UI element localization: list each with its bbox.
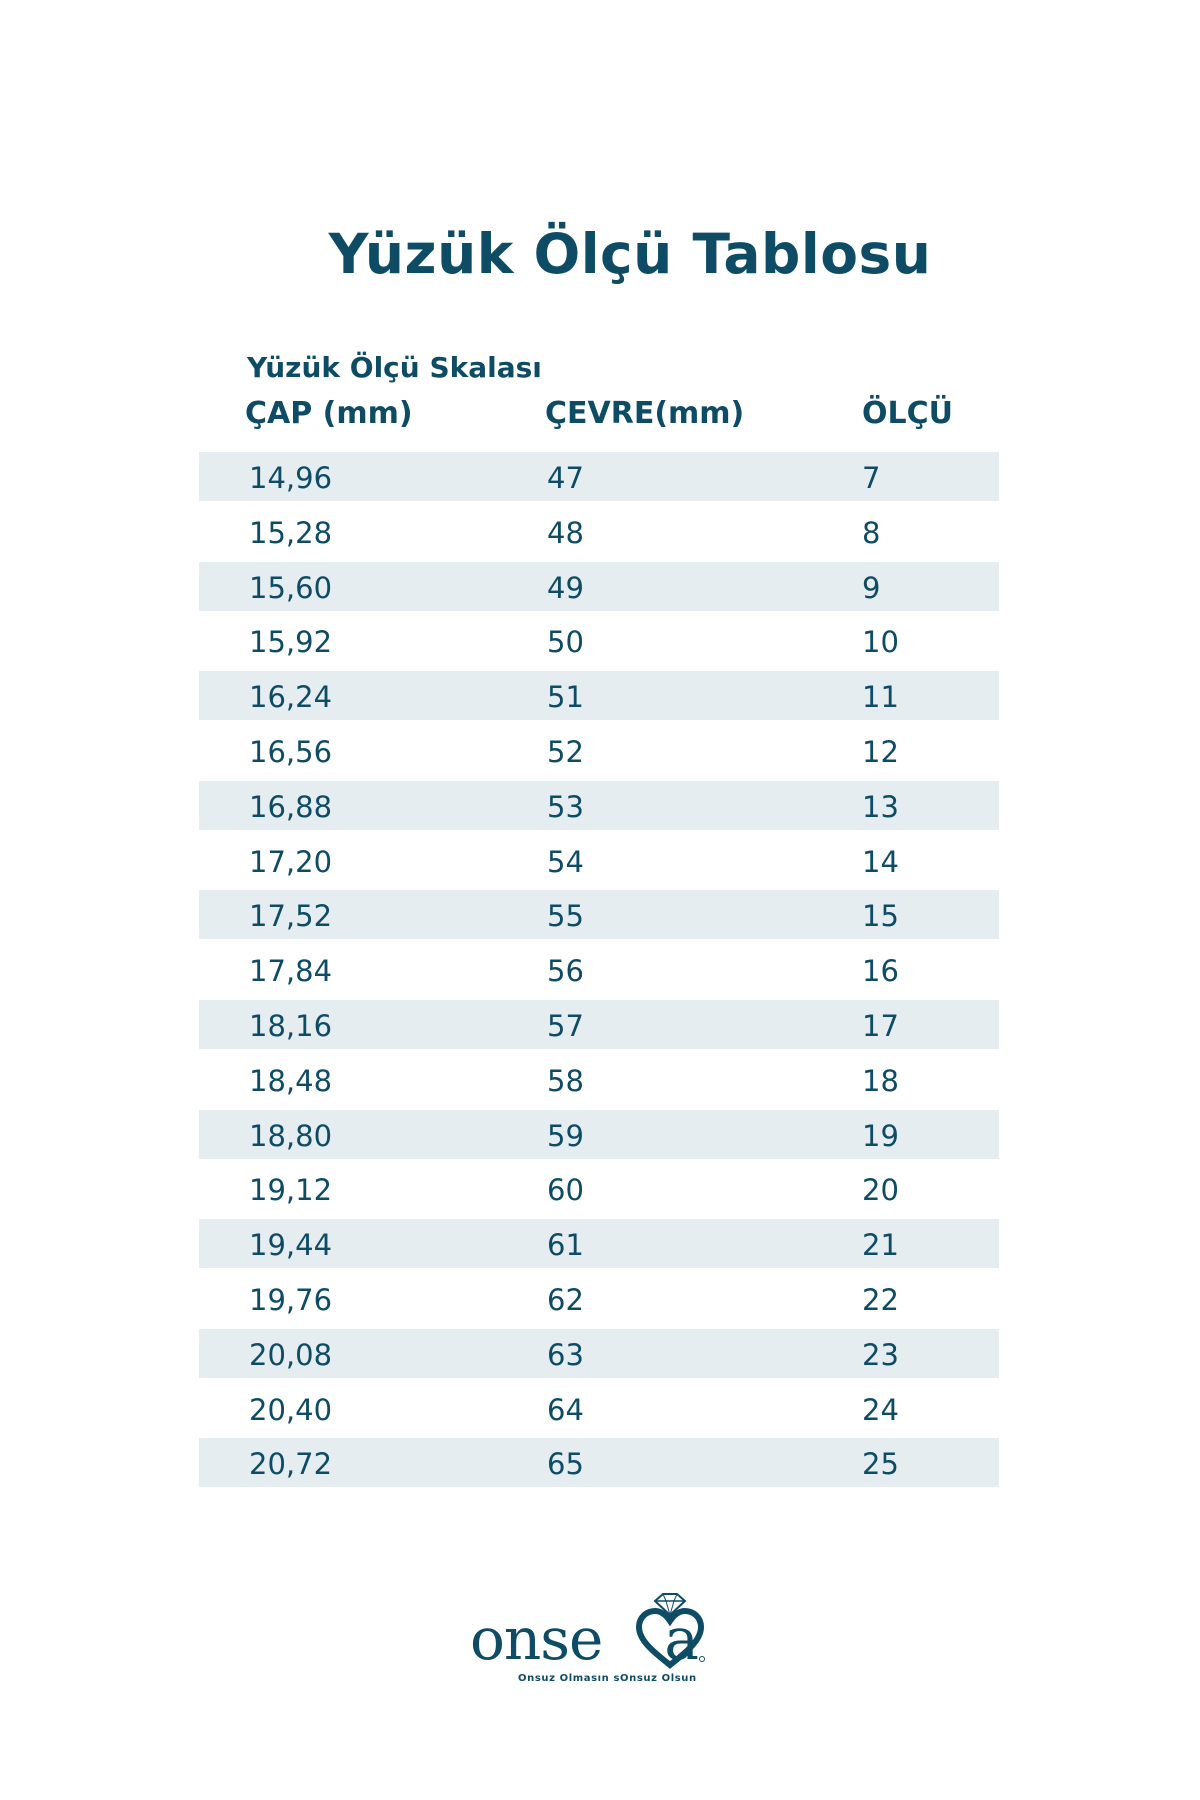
olcu-cell: 13 [862, 789, 899, 824]
olcu-cell: 10 [862, 625, 899, 660]
olcu-cell: 23 [862, 1337, 899, 1372]
olcu-cell: 17 [862, 1008, 899, 1043]
olcu-cell: 15 [862, 899, 899, 934]
olcu-cell: 8 [862, 515, 881, 550]
table-row: 16,24 51 11 [199, 669, 999, 724]
cevre-cell: 62 [547, 1282, 584, 1317]
table-row: 20,72 65 25 [199, 1436, 999, 1491]
cap-cell: 20,40 [249, 1392, 333, 1427]
cap-cell: 18,16 [249, 1008, 333, 1043]
cevre-cell: 60 [547, 1173, 584, 1208]
cevre-cell: 64 [547, 1392, 584, 1427]
cap-cell: 20,08 [249, 1337, 333, 1372]
table-row: 18,48 58 18 [199, 1053, 999, 1108]
table-row: 17,84 56 16 [199, 943, 999, 998]
olcu-cell: 18 [862, 1063, 899, 1098]
olcu-cell: 24 [862, 1392, 899, 1427]
table-row: 16,56 52 12 [199, 724, 999, 779]
table-row: 15,60 49 9 [199, 560, 999, 615]
cap-cell: 17,20 [249, 844, 333, 879]
olcu-cell: 7 [862, 461, 881, 495]
cevre-cell: 55 [547, 899, 584, 934]
cevre-cell: 63 [547, 1337, 584, 1372]
column-header-olcu: ÖLÇÜ [862, 396, 953, 431]
table-row: 20,40 64 24 [199, 1382, 999, 1437]
cap-cell: 20,72 [249, 1447, 333, 1482]
cevre-cell: 53 [547, 789, 584, 824]
chart-subtitle: Yüzük Ölçü Skalası [247, 351, 542, 384]
cap-cell: 17,52 [249, 899, 333, 934]
olcu-cell: 11 [862, 680, 899, 715]
table-row: 14,96 47 7 [199, 450, 999, 505]
cevre-cell: 59 [547, 1118, 584, 1153]
cevre-cell: 48 [547, 515, 584, 550]
table-row: 17,20 54 14 [199, 834, 999, 889]
table-row: 16,88 53 13 [199, 779, 999, 834]
cap-cell: 15,60 [249, 570, 333, 605]
olcu-cell: 16 [862, 954, 899, 989]
olcu-cell: 9 [862, 570, 881, 605]
cevre-cell: 52 [547, 734, 584, 769]
olcu-cell: 22 [862, 1282, 899, 1317]
olcu-cell: 12 [862, 734, 899, 769]
table-row: 15,92 50 10 [199, 614, 999, 669]
table-row: 19,12 60 20 [199, 1162, 999, 1217]
diamond-heart-icon [635, 1593, 705, 1669]
cap-cell: 16,88 [249, 789, 333, 824]
cevre-cell: 58 [547, 1063, 584, 1098]
olcu-cell: 14 [862, 844, 899, 879]
table-row: 15,28 48 8 [199, 505, 999, 560]
page-title: Yüzük Ölçü Tablosu [328, 222, 932, 286]
brand-logo: onse a Onsuz Olmasın sOnsuz Olsun [470, 1585, 740, 1685]
table-row: 18,80 59 19 [199, 1108, 999, 1163]
cap-cell: 17,84 [249, 954, 333, 989]
cevre-cell: 57 [547, 1008, 584, 1043]
cevre-cell: 47 [547, 461, 584, 495]
cevre-cell: 61 [547, 1228, 584, 1263]
cap-cell: 19,76 [249, 1282, 333, 1317]
cap-cell: 16,56 [249, 734, 333, 769]
logo-tagline: Onsuz Olmasın sOnsuz Olsun [518, 1673, 697, 1684]
cap-cell: 15,28 [249, 515, 333, 550]
cap-cell: 14,96 [249, 461, 333, 495]
cap-cell: 19,44 [249, 1228, 333, 1263]
cap-cell: 15,92 [249, 625, 333, 660]
cap-cell: 18,80 [249, 1118, 333, 1153]
cap-cell: 16,24 [249, 680, 333, 715]
cevre-cell: 51 [547, 680, 584, 715]
table-row: 19,44 61 21 [199, 1217, 999, 1272]
cevre-cell: 50 [547, 625, 584, 660]
cevre-cell: 49 [547, 570, 584, 605]
cevre-cell: 54 [547, 844, 584, 879]
table-header: ÇAP (mm) ÇEVRE(mm) ÖLÇÜ [0, 396, 1200, 440]
cevre-cell: 56 [547, 954, 584, 989]
cap-cell: 19,12 [249, 1173, 333, 1208]
table-row: 20,08 63 23 [199, 1327, 999, 1382]
size-table: 14,96 47 7 15,28 48 8 15,60 49 9 15,92 5… [199, 450, 999, 1491]
table-row: 19,76 62 22 [199, 1272, 999, 1327]
table-row: 17,52 55 15 [199, 888, 999, 943]
table-row: 18,16 57 17 [199, 998, 999, 1053]
cap-cell: 18,48 [249, 1063, 333, 1098]
olcu-cell: 25 [862, 1447, 899, 1482]
cevre-cell: 65 [547, 1447, 584, 1482]
olcu-cell: 21 [862, 1228, 899, 1263]
column-header-cap: ÇAP (mm) [245, 396, 413, 431]
olcu-cell: 20 [862, 1173, 899, 1208]
column-header-cevre: ÇEVRE(mm) [545, 396, 745, 431]
olcu-cell: 19 [862, 1118, 899, 1153]
